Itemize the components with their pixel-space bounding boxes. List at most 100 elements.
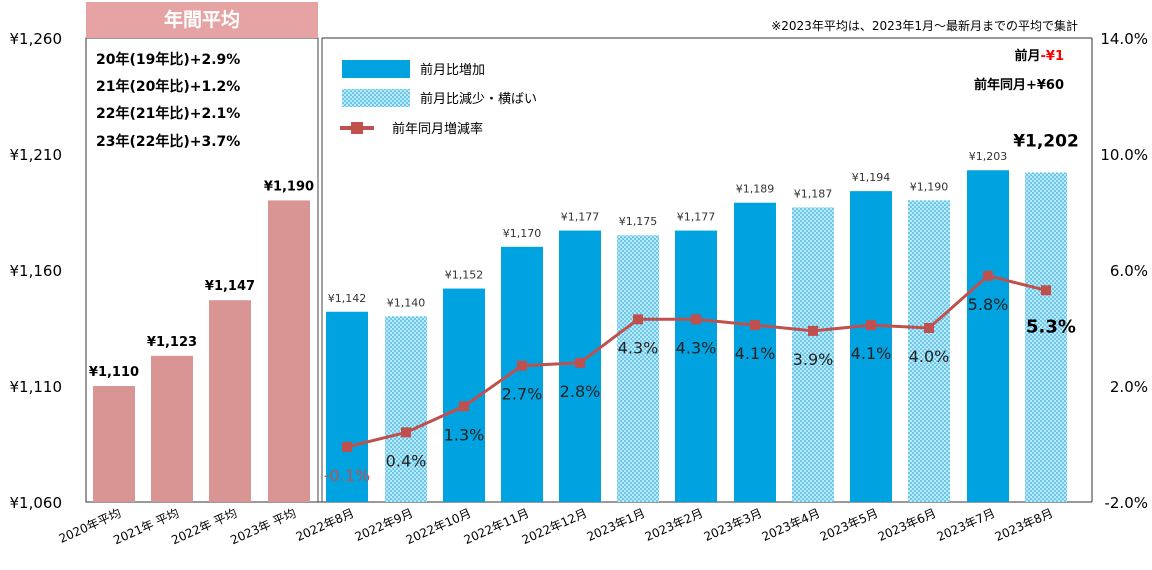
rate-label: 0.4% bbox=[386, 451, 427, 470]
bar-value-label: ¥1,202 bbox=[1013, 132, 1079, 152]
rate-label: 4.3% bbox=[618, 338, 659, 357]
annual-line-3: 22年(21年比)+2.1% bbox=[96, 105, 240, 122]
rate-label: 5.3% bbox=[1026, 316, 1076, 337]
legend-label-decrease: 前月比減少・横ばい bbox=[420, 91, 537, 107]
x-tick-label: 2022年10月 bbox=[404, 506, 473, 547]
y-left-tick-label: ¥1,110 bbox=[10, 378, 63, 396]
rate-label: 3.9% bbox=[793, 350, 834, 369]
bar-increase bbox=[734, 202, 776, 502]
rate-line-group: -0.1% 0.4% 1.3% 2.7% 2.8% 4.3% 4.3% 4.1% 3.9% 4.1… bbox=[324, 270, 1076, 485]
bar-decrease bbox=[1025, 172, 1067, 502]
rate-point bbox=[401, 427, 411, 438]
x-tick-label: 2023年7月 bbox=[935, 506, 998, 544]
bar-annual bbox=[209, 300, 251, 502]
y-right-tick-label: 14.0% bbox=[1100, 30, 1148, 48]
bar-value-label: ¥1,194 bbox=[852, 171, 891, 184]
rate-point bbox=[517, 360, 527, 371]
bar-value-labels: ¥1,110 ¥1,123 ¥1,147 ¥1,190 ¥1,142 ¥1,140 ¥1,1… bbox=[89, 132, 1079, 380]
bar-value-label: ¥1,147 bbox=[205, 279, 255, 294]
legend-label-rate: 前年同月増減率 bbox=[392, 121, 483, 137]
y-left-tick-label: ¥1,260 bbox=[10, 30, 63, 48]
bar-annual bbox=[268, 200, 310, 502]
bar-value-label: ¥1,177 bbox=[677, 211, 716, 224]
bar-value-label: ¥1,123 bbox=[147, 335, 197, 350]
annual-line-1: 20年(19年比)+2.9% bbox=[96, 51, 240, 68]
annual-title-box bbox=[86, 2, 318, 38]
x-tick-label: 2022年12月 bbox=[520, 506, 589, 547]
rate-point bbox=[924, 323, 934, 333]
x-tick-label: 2021年 平均 bbox=[111, 506, 181, 547]
annual-line-2: 21年(20年比)+1.2% bbox=[96, 78, 240, 95]
rate-point bbox=[1041, 285, 1051, 296]
bar-value-label: ¥1,175 bbox=[619, 215, 658, 228]
legend-label-increase: 前月比増加 bbox=[420, 62, 485, 78]
rate-point bbox=[983, 270, 993, 281]
y-left-tick-label: ¥1,160 bbox=[10, 262, 63, 280]
y-right-tick-label: 6.0% bbox=[1110, 262, 1148, 280]
y-left-tick-label: ¥1,210 bbox=[10, 146, 63, 164]
annual-line-4: 23年(22年比)+3.7% bbox=[96, 133, 240, 150]
rate-label: 2.7% bbox=[502, 385, 543, 404]
x-tick-label: 2023年6月 bbox=[876, 506, 939, 544]
rate-point bbox=[808, 325, 818, 336]
y-right-tick-label: 2.0% bbox=[1110, 378, 1148, 396]
annual-title: 年間平均 bbox=[164, 8, 240, 31]
x-tick-label: 2023年1月 bbox=[585, 506, 648, 544]
bar-increase bbox=[675, 230, 717, 502]
bar-value-label: ¥1,177 bbox=[561, 211, 600, 224]
x-tick-label: 2023年8月 bbox=[993, 506, 1056, 544]
rate-label: 4.1% bbox=[735, 344, 776, 363]
prev-month-label: 前月 bbox=[1014, 48, 1040, 64]
rate-point bbox=[633, 314, 643, 325]
x-tick-label: 2022年 平均 bbox=[169, 506, 239, 547]
rate-point bbox=[750, 320, 760, 331]
bar-value-label: ¥1,187 bbox=[794, 187, 833, 200]
bar-increase bbox=[326, 311, 368, 502]
prev-month-summary: 前月-¥1 bbox=[1014, 48, 1064, 64]
footnote: ※2023年平均は、2023年1月～最新月までの平均で集計 bbox=[771, 18, 1078, 33]
y-axis-right: -2.0% 2.0% 6.0% 10.0% 14.0% bbox=[1100, 30, 1148, 512]
bar-decrease bbox=[617, 235, 659, 502]
rate-point bbox=[575, 357, 585, 368]
legend-swatch-decrease bbox=[342, 89, 410, 107]
bar-decrease bbox=[908, 200, 950, 502]
x-tick-label: 2023年4月 bbox=[760, 506, 823, 544]
bar-value-label: ¥1,170 bbox=[503, 227, 542, 240]
bar-increase bbox=[850, 191, 892, 502]
rate-point bbox=[342, 441, 352, 452]
rate-point bbox=[459, 401, 469, 412]
bar-increase bbox=[967, 170, 1009, 503]
legend-swatch-increase bbox=[342, 60, 410, 78]
bar-annual bbox=[151, 355, 193, 502]
bar-decrease bbox=[385, 316, 427, 502]
x-tick-label: 2022年8月 bbox=[294, 506, 357, 544]
rate-point bbox=[866, 320, 876, 331]
bar-value-label: ¥1,190 bbox=[264, 179, 314, 194]
x-tick-label: 2022年11月 bbox=[462, 506, 531, 547]
x-tick-label: 2023年 平均 bbox=[228, 506, 298, 547]
x-tick-label: 2023年3月 bbox=[702, 506, 765, 544]
rate-label: 4.0% bbox=[909, 347, 950, 366]
y-right-tick-label: -2.0% bbox=[1104, 494, 1148, 512]
rate-label: 5.8% bbox=[968, 295, 1009, 314]
bar-value-label: ¥1,142 bbox=[328, 292, 367, 305]
bars-group bbox=[93, 170, 1067, 503]
x-tick-label: 2023年2月 bbox=[643, 506, 706, 544]
bar-annual bbox=[93, 386, 135, 502]
rate-label: 2.8% bbox=[560, 382, 601, 401]
y-axis-left: ¥1,060 ¥1,110 ¥1,160 ¥1,210 ¥1,260 bbox=[10, 30, 63, 512]
bar-decrease bbox=[792, 207, 834, 503]
y-right-tick-label: 10.0% bbox=[1100, 146, 1148, 164]
rate-label: -0.1% bbox=[324, 466, 370, 485]
bar-value-label: ¥1,110 bbox=[89, 365, 139, 380]
legend-marker-rate bbox=[351, 122, 363, 134]
rate-label: 1.3% bbox=[444, 425, 485, 444]
prev-month-value: -¥1 bbox=[1041, 49, 1065, 64]
rate-label: 4.3% bbox=[676, 338, 717, 357]
rate-label: 4.1% bbox=[851, 344, 892, 363]
bar-value-label: ¥1,203 bbox=[969, 150, 1008, 163]
y-left-tick-label: ¥1,060 bbox=[10, 494, 63, 512]
bar-value-label: ¥1,189 bbox=[736, 183, 775, 196]
